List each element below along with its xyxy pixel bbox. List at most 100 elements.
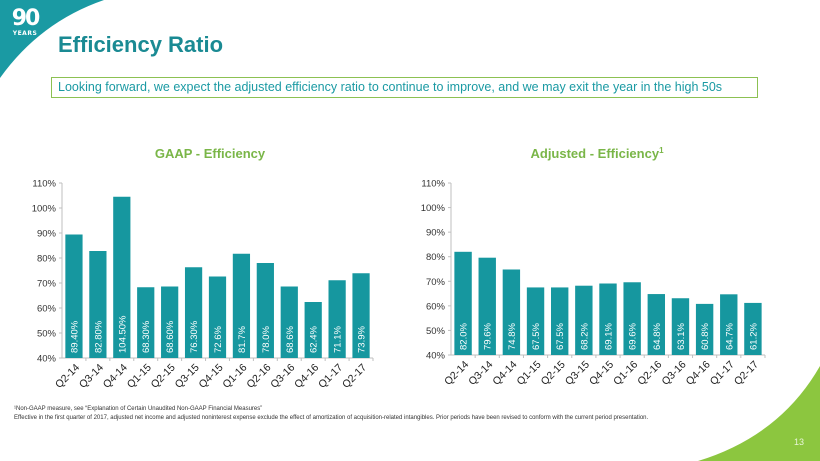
bar xyxy=(623,282,641,355)
bar xyxy=(65,234,83,358)
data-label: 104.50% xyxy=(117,315,128,353)
data-label: 69.1% xyxy=(604,323,615,350)
y-tick-label: 40% xyxy=(37,354,57,365)
x-tick-label: Q3-16 xyxy=(659,359,688,388)
green-corner-decoration xyxy=(698,366,820,461)
y-tick-label: 110% xyxy=(32,179,56,190)
data-label: 67.5% xyxy=(531,323,542,350)
logo-number: 90 xyxy=(11,6,41,31)
bar xyxy=(328,280,346,358)
page-title: Efficiency Ratio xyxy=(58,32,224,57)
x-tick-label: Q2-16 xyxy=(244,362,273,391)
bar xyxy=(184,267,203,358)
data-label: 73.9% xyxy=(357,326,368,353)
data-label: 71.1% xyxy=(333,326,344,353)
adjusted-efficiency-chart: Adjusted - Efficiency1 40% 50% 60% 70% 80% 90%… xyxy=(421,146,766,388)
y-tick-label: 50% xyxy=(37,329,57,340)
bar xyxy=(478,257,496,355)
bar xyxy=(89,251,107,358)
data-label: 74.8% xyxy=(507,323,518,350)
x-tick-label: Q2-14 xyxy=(442,359,471,388)
y-tick-label: 60% xyxy=(37,304,57,315)
data-label: 79.6% xyxy=(483,323,494,350)
y-tick-label: 90% xyxy=(426,228,446,239)
x-tick-label: Q1-15 xyxy=(125,362,154,391)
bar xyxy=(352,273,370,358)
data-label: 76.30% xyxy=(189,320,200,353)
y-tick-label: 100% xyxy=(32,204,57,215)
anniversary-logo: 90 YEARS xyxy=(10,6,41,38)
data-label: 68.60% xyxy=(165,320,176,353)
bar xyxy=(720,294,738,355)
y-tick-label: 80% xyxy=(426,252,446,263)
data-label: 62.4% xyxy=(309,326,320,353)
x-tick-label: Q1-16 xyxy=(611,359,640,388)
bar xyxy=(137,287,155,358)
y-tick-label: 70% xyxy=(37,279,57,290)
y-tick-label: 80% xyxy=(37,254,57,265)
bar xyxy=(280,286,298,358)
bar xyxy=(599,283,617,355)
bar xyxy=(744,302,762,355)
bar xyxy=(256,263,274,358)
bar xyxy=(550,287,569,355)
x-tick-label: Q2-15 xyxy=(149,362,178,391)
x-tick-label: Q1-17 xyxy=(708,359,737,388)
bar xyxy=(454,251,472,355)
bar xyxy=(232,253,251,358)
x-tick-label: Q4-14 xyxy=(101,362,130,391)
data-label: 82.80% xyxy=(93,320,104,353)
bar xyxy=(526,287,545,355)
bar xyxy=(208,276,227,358)
data-label: 60.8% xyxy=(700,323,711,350)
x-tick-label: Q3-16 xyxy=(268,362,297,391)
data-label: 68.2% xyxy=(579,323,590,350)
bar xyxy=(647,294,666,355)
data-label: 68.30% xyxy=(141,320,152,353)
data-label: 67.5% xyxy=(555,323,566,350)
x-tick-label: Q2-15 xyxy=(539,359,568,388)
page-number: 13 xyxy=(793,437,804,447)
chart-title: Adjusted - Efficiency1 xyxy=(530,146,664,161)
y-tick-label: 100% xyxy=(421,203,446,214)
bar xyxy=(161,286,179,358)
x-tick-label: Q3-14 xyxy=(466,359,495,388)
data-label: 78.0% xyxy=(261,326,272,353)
bar xyxy=(502,269,521,355)
callout-box: Looking forward, we expect the adjusted … xyxy=(51,77,758,98)
x-tick-label: Q4-14 xyxy=(490,359,519,388)
x-tick-label: Q1-16 xyxy=(220,362,249,391)
y-tick-label: 90% xyxy=(37,229,57,240)
bar xyxy=(671,298,690,355)
x-tick-label: Q4-16 xyxy=(292,362,321,391)
footnote-effective: Effective in the first quarter of 2017, … xyxy=(14,415,649,421)
y-tick-label: 70% xyxy=(426,277,446,288)
x-tick-label: Q3-14 xyxy=(77,362,106,391)
x-tick-label: Q2-16 xyxy=(635,359,664,388)
data-label: 72.6% xyxy=(213,326,224,353)
x-tick-label: Q4-15 xyxy=(587,359,616,388)
footnote-non-gaap: ¹Non-GAAP measure, see “Explanation of C… xyxy=(14,406,263,412)
data-label: 61.2% xyxy=(748,323,759,350)
x-tick-label: Q1-17 xyxy=(316,362,345,391)
x-tick-label: Q2-17 xyxy=(340,362,369,391)
green-corner-shape xyxy=(698,366,820,461)
x-tick-label: Q1-15 xyxy=(515,359,544,388)
y-tick-label: 110% xyxy=(421,179,445,190)
x-tick-label: Q4-16 xyxy=(684,359,713,388)
data-label: 64.7% xyxy=(724,323,735,350)
gaap-efficiency-chart: GAAP - Efficiency 40% 50% 60% 70% 80% 90% 100% 1… xyxy=(32,146,374,391)
x-tick-label: Q2-17 xyxy=(732,359,761,388)
bar xyxy=(113,196,131,358)
y-tick-label: 60% xyxy=(426,301,446,312)
y-tick-label: 50% xyxy=(426,326,446,337)
bar xyxy=(304,302,322,358)
x-tick-label: Q3-15 xyxy=(173,362,202,391)
chart-title: GAAP - Efficiency xyxy=(155,146,266,161)
bar xyxy=(695,303,714,355)
logo-subtitle: YEARS xyxy=(12,30,38,37)
data-label: 68.6% xyxy=(285,326,296,353)
x-tick-label: Q4-15 xyxy=(196,362,225,391)
data-label: 89.40% xyxy=(69,320,80,353)
